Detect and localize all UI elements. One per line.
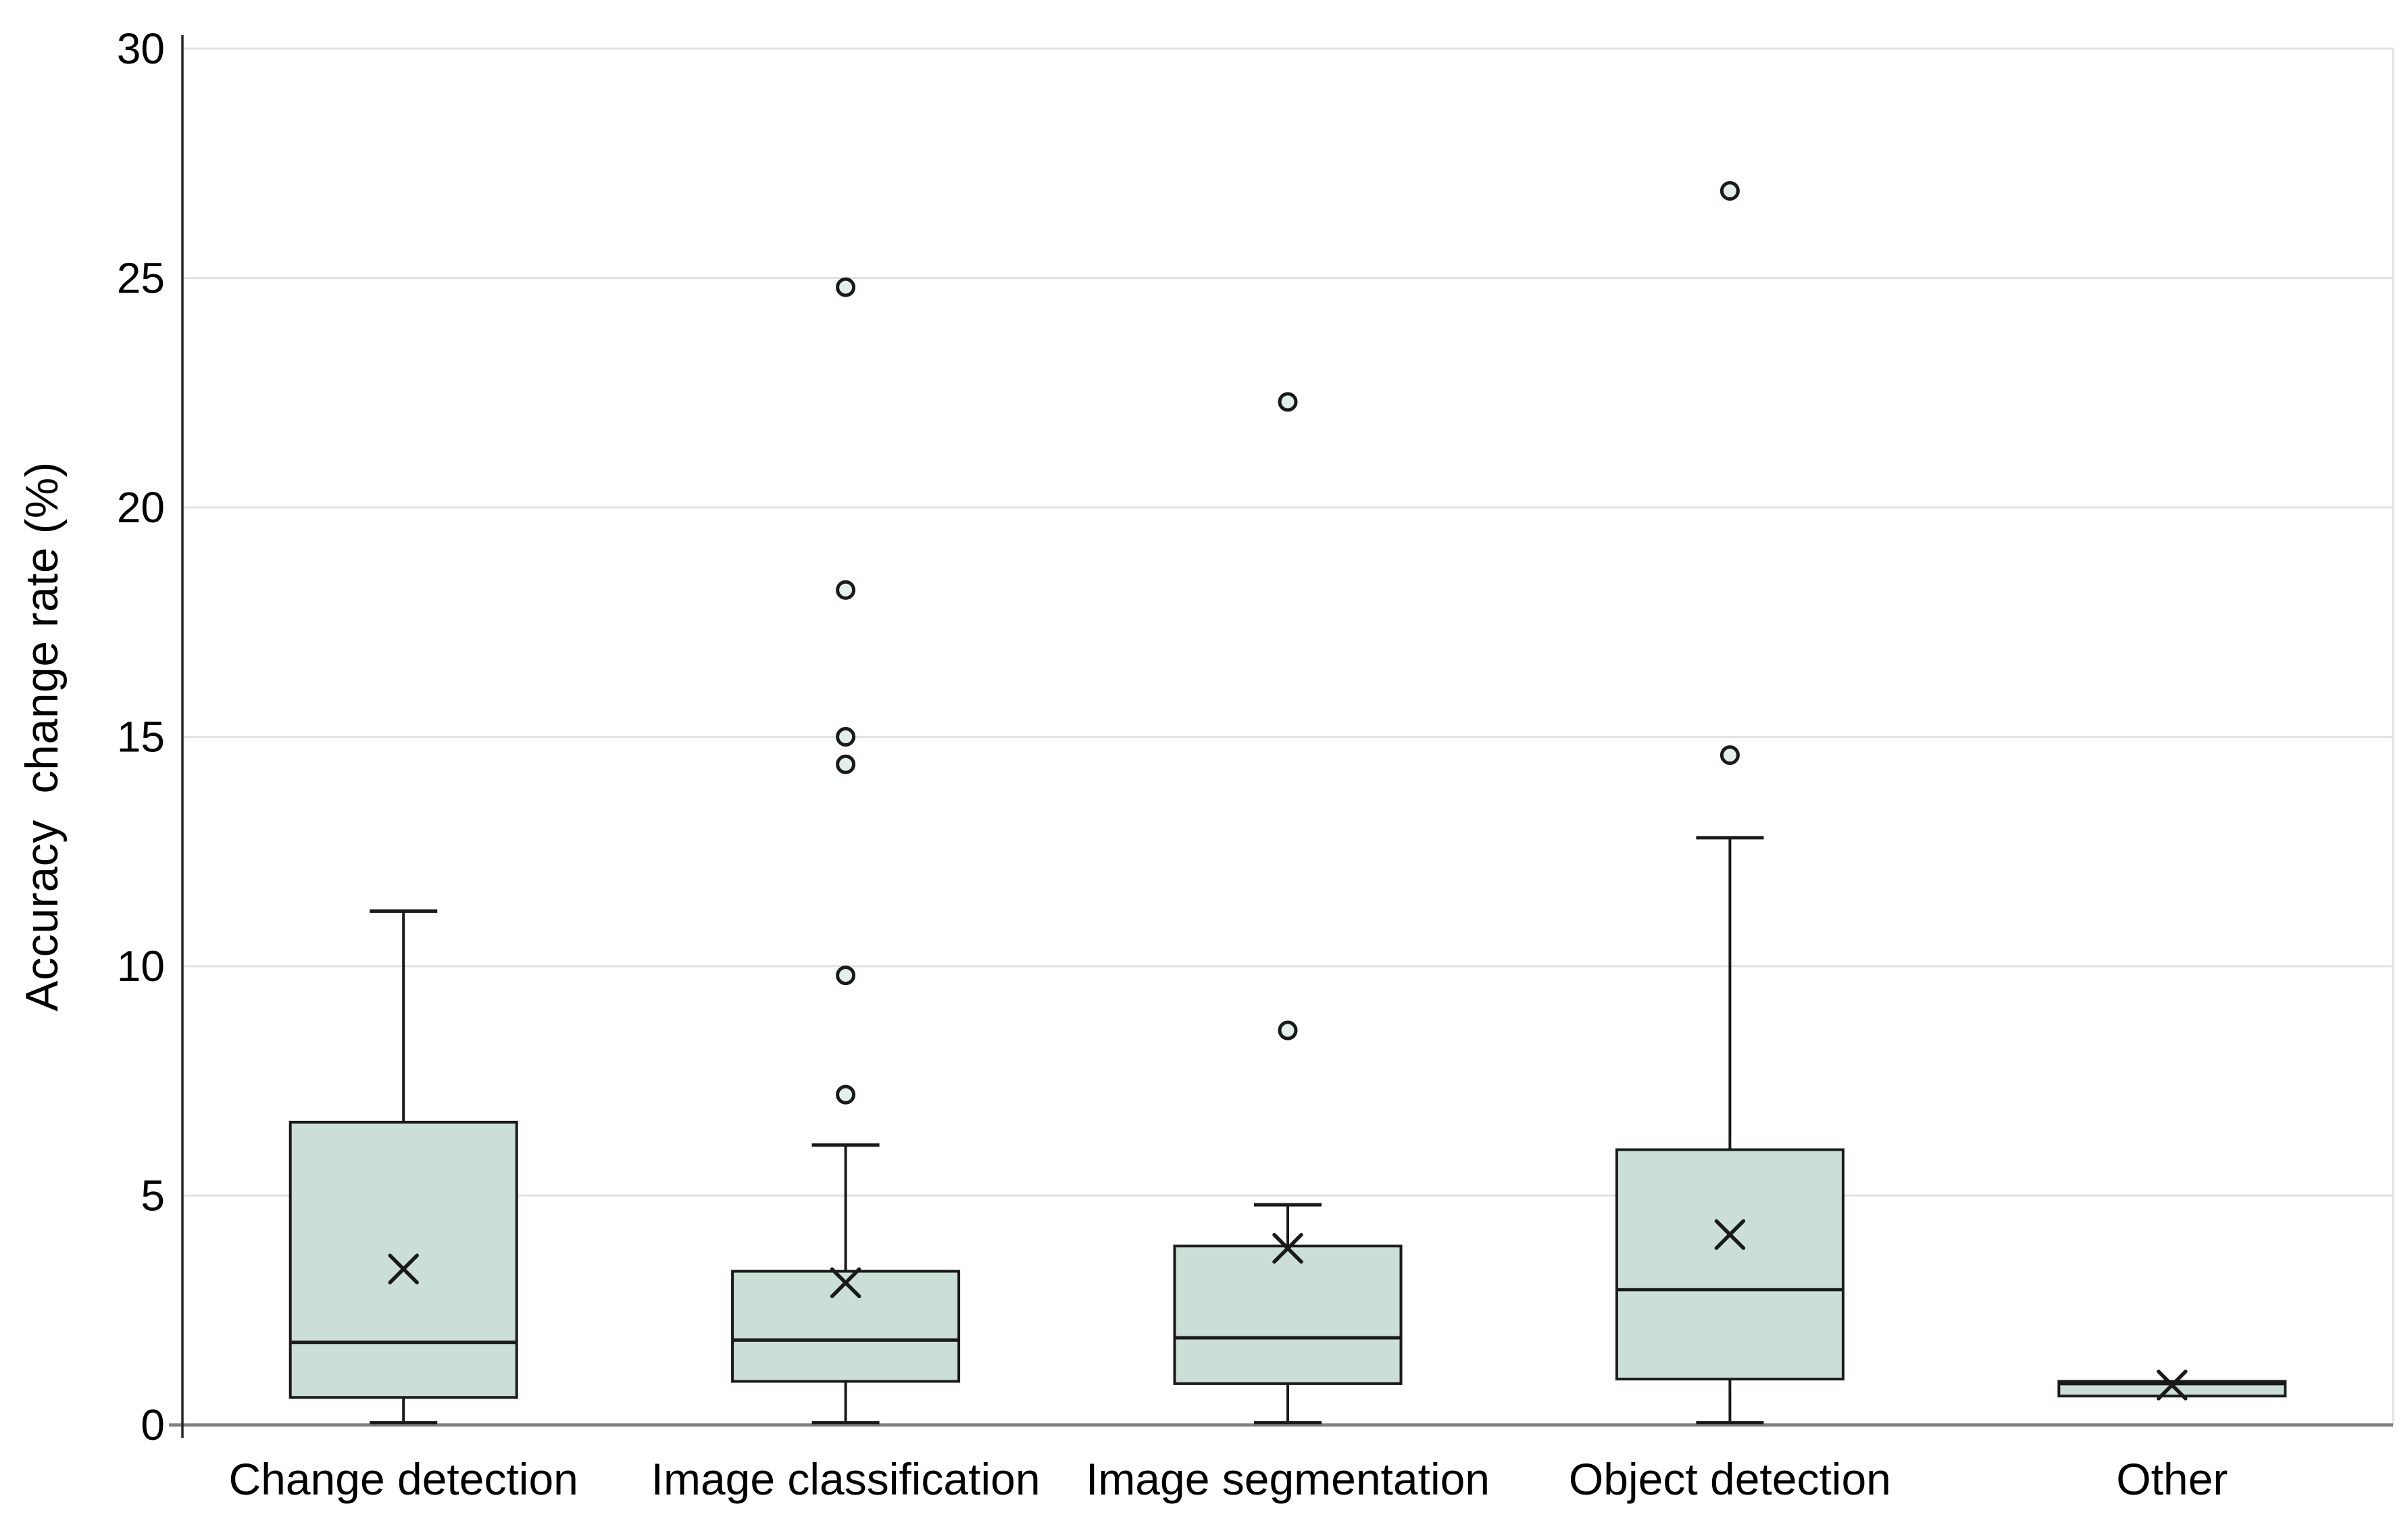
outlier-point [836, 727, 856, 747]
x-tick-label-image-classification: Image classification [651, 1454, 1040, 1504]
boxplot-image-segmentation [1173, 392, 1403, 1425]
boxplot-object-detection [1615, 180, 1845, 1425]
mean-marker-stroke [1714, 1219, 1746, 1250]
boxplot-image-classification [731, 277, 961, 1425]
y-tick-label-10: 10 [117, 942, 165, 991]
mean-marker [1714, 1219, 1746, 1250]
y-tick-label-15: 15 [117, 713, 165, 761]
outlier-point [836, 754, 856, 774]
x-tick-label-other: Other [2116, 1454, 2228, 1504]
mean-marker [1272, 1232, 1303, 1264]
y-tick-label-25: 25 [117, 254, 165, 303]
y-tick-label-0: 0 [141, 1401, 165, 1449]
iqr-box [1173, 1245, 1403, 1385]
x-tick-label-change-detection: Change detection [228, 1454, 578, 1504]
boxplot-other [2057, 1370, 2287, 1401]
outlier-point [1278, 392, 1298, 412]
outlier-point [1278, 1020, 1298, 1041]
mean-marker [830, 1267, 861, 1299]
outlier-point [1720, 180, 1740, 201]
mean-marker-stroke [1272, 1232, 1303, 1264]
mean-marker [388, 1253, 419, 1284]
iqr-box [731, 1270, 961, 1383]
x-tick-label-object-detection: Object detection [1569, 1454, 1891, 1504]
y-axis-title: Accuracy change rate (%) [16, 461, 68, 1011]
outlier-point [836, 277, 856, 297]
outlier-point [836, 1084, 856, 1105]
y-tick-label-20: 20 [117, 483, 165, 532]
x-tick-label-image-segmentation: Image segmentation [1086, 1454, 1490, 1504]
iqr-box [1615, 1148, 1845, 1381]
mean-marker-stroke [830, 1267, 861, 1299]
outlier-point [1720, 745, 1740, 766]
y-tick-label-5: 5 [141, 1172, 165, 1220]
mean-marker-stroke [2157, 1370, 2188, 1401]
iqr-box [289, 1120, 518, 1399]
mean-marker [2157, 1370, 2188, 1401]
boxplot-change-detection [289, 909, 518, 1425]
y-tick-label-30: 30 [117, 24, 165, 73]
mean-marker-stroke [388, 1253, 419, 1284]
outlier-point [836, 966, 856, 986]
outlier-point [836, 580, 856, 600]
